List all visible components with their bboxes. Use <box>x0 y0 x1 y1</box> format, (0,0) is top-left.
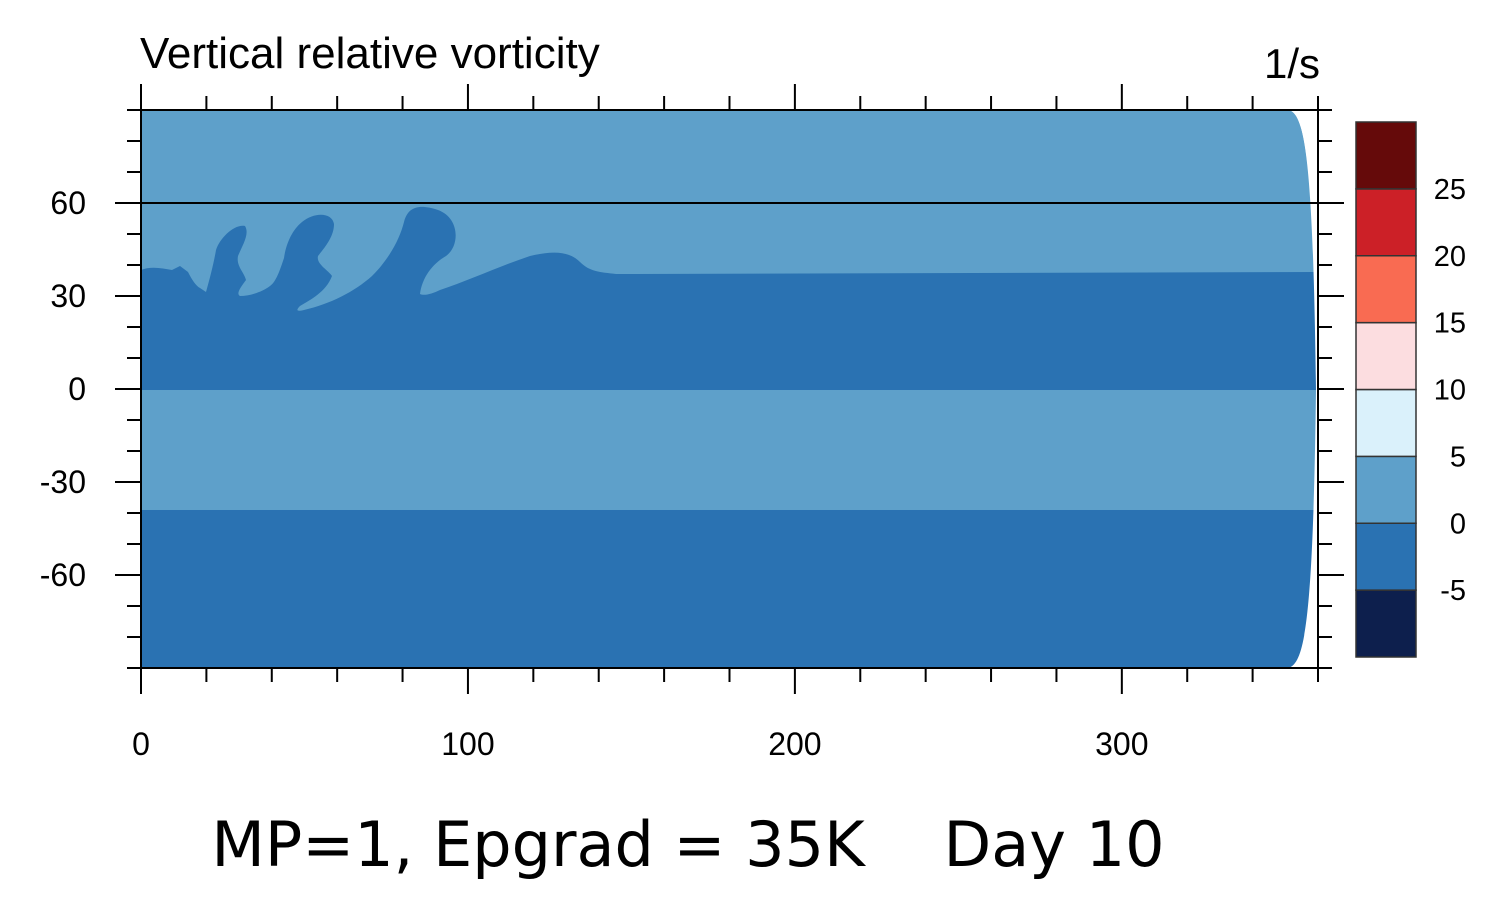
field-right-edge <box>1288 110 1318 668</box>
colorbar-box <box>1355 455 1417 524</box>
y-tick-labels: 60 30 0 -30 -60 <box>40 185 86 593</box>
y-tick-label: 30 <box>50 278 86 314</box>
axis-ticks <box>115 84 1344 694</box>
y-tick-label: 60 <box>50 185 86 221</box>
colorbar-label: 15 <box>1434 308 1466 340</box>
vorticity-chart: Vertical relative vorticity 1/s 0 100 200 3… <box>40 29 1466 762</box>
x-tick-label: 200 <box>768 726 821 762</box>
y-tick-label: -30 <box>40 464 86 500</box>
x-tick-label: 300 <box>1095 726 1148 762</box>
x-tick-label: 0 <box>132 726 150 762</box>
vorticity-field <box>141 110 1318 668</box>
colorbar-box <box>1355 255 1417 324</box>
x-tick-label: 100 <box>441 726 494 762</box>
colorbar-label: 20 <box>1434 241 1466 273</box>
colorbar-label: 25 <box>1434 174 1466 206</box>
colorbar-box <box>1355 321 1417 391</box>
y-tick-label: -60 <box>40 557 86 593</box>
field-north-tropics-band <box>141 206 1318 390</box>
colorbar-box <box>1355 589 1417 658</box>
colorbar-box <box>1355 522 1417 591</box>
colorbar-label: 0 <box>1450 508 1466 540</box>
colorbar-label: 10 <box>1434 375 1466 407</box>
colorbar-label: 5 <box>1450 441 1466 473</box>
x-tick-labels: 0 100 200 300 <box>132 726 1148 762</box>
figure-caption: MP=1, Epgrad = 35K Day 10 <box>211 808 1165 881</box>
colorbar-box <box>1355 121 1417 190</box>
colorbar: -5 0 5 10 15 20 25 <box>1355 121 1466 658</box>
colorbar-box <box>1355 188 1417 257</box>
field-south-band <box>141 510 1318 668</box>
colorbar-label: -5 <box>1440 575 1466 607</box>
chart-title: Vertical relative vorticity <box>140 29 600 78</box>
chart-units: 1/s <box>1264 40 1320 87</box>
colorbar-box <box>1355 388 1417 458</box>
y-tick-label: 0 <box>68 371 86 407</box>
